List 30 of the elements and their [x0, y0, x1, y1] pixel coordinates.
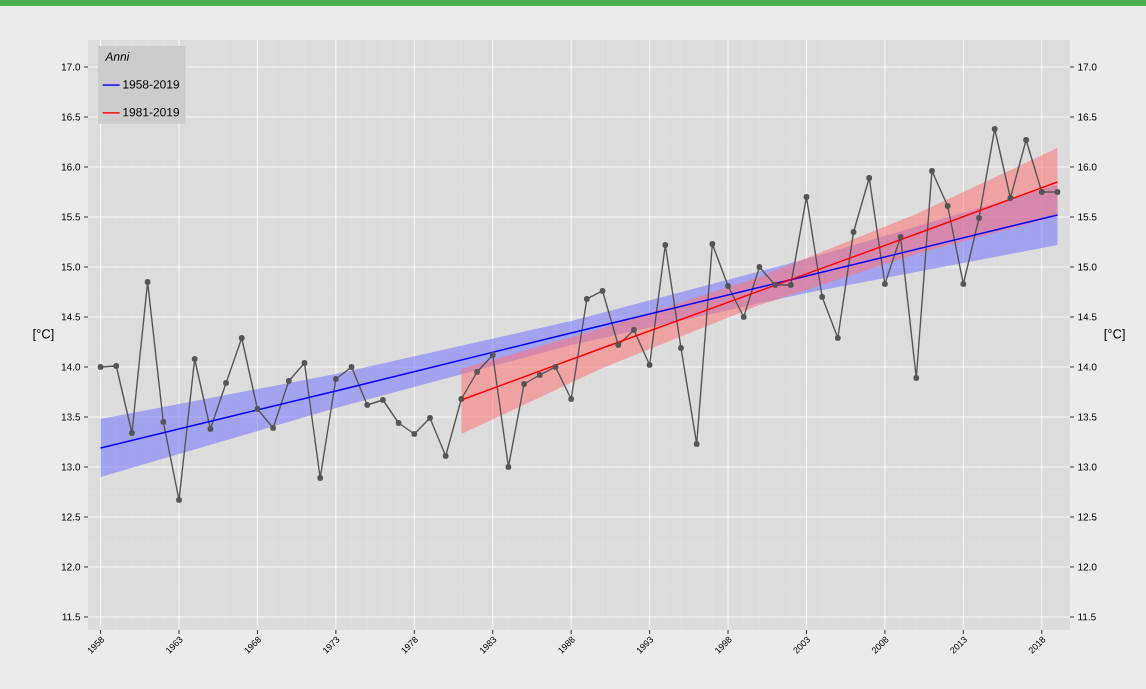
- y-tick-label: 16.0: [61, 163, 81, 171]
- line-series: [99, 214, 1059, 449]
- y2-tick-label: 13.5: [1078, 413, 1097, 421]
- y-tick-label: 12.5: [61, 513, 81, 521]
- y2-tick-label: 16.5: [1078, 113, 1097, 121]
- y-tick-label: 15.0: [61, 263, 81, 271]
- y2-tick-label: 15.5: [1078, 213, 1097, 221]
- legend-title: Anni: [104, 52, 130, 61]
- y2-tick-label: 14.0: [1078, 363, 1097, 371]
- y2-tick-label: 12.5: [1078, 513, 1097, 521]
- legend-label: 1958-2019: [123, 80, 179, 89]
- y2-tick-label: 11.5: [1078, 613, 1096, 621]
- y-axis-title: [°C]: [33, 328, 54, 342]
- y-tick-label: 13.0: [61, 463, 81, 471]
- y-tick-label: 14.5: [61, 313, 81, 321]
- y2-tick-label: 15.0: [1078, 263, 1097, 271]
- y-tick-label: 16.5: [61, 113, 81, 121]
- y-tick-label: 15.5: [61, 213, 81, 221]
- y2-tick-label: 16.0: [1078, 163, 1097, 171]
- y-tick-label: 12.0: [61, 563, 81, 571]
- legend-label: 1981-2019: [123, 107, 179, 117]
- y2-tick-label: 12.0: [1078, 563, 1097, 571]
- y2-axis-title: [°C]: [1104, 328, 1125, 342]
- y2-tick-label: 13.0: [1078, 463, 1097, 471]
- y-tick-label: 13.5: [61, 413, 81, 421]
- y2-tick-label: 14.5: [1078, 313, 1097, 321]
- y-tick-label: 11.5: [62, 613, 81, 621]
- y2-tick-label: 17.0: [1078, 63, 1097, 71]
- y-tick-label: 14.0: [61, 363, 81, 371]
- y-tick-label: 17.0: [61, 63, 81, 71]
